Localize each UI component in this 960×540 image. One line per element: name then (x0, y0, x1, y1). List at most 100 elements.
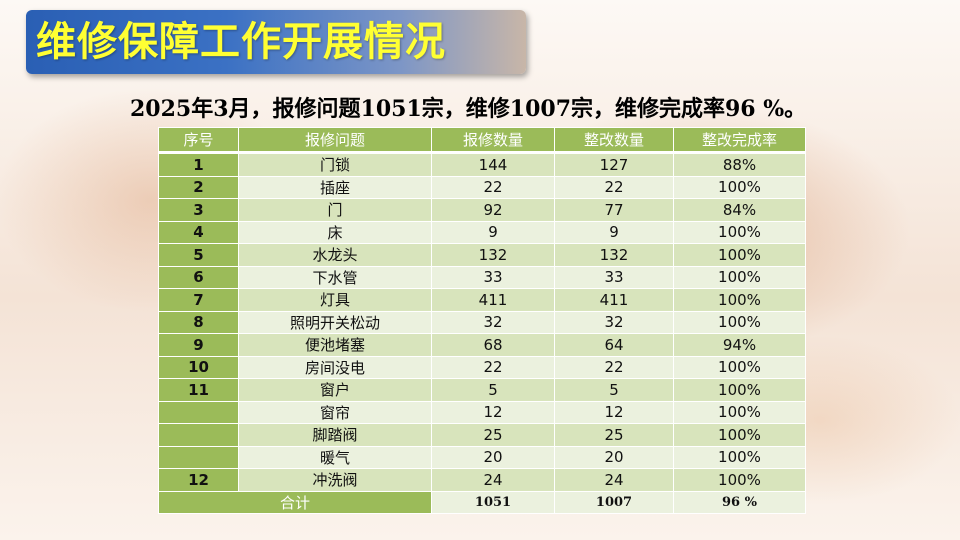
row-fixed: 132 (554, 243, 674, 267)
row-fixed: 33 (554, 265, 674, 289)
row-rate: 100% (673, 310, 806, 334)
row-rate: 100% (673, 243, 806, 267)
row-rate: 94% (673, 333, 806, 357)
row-no: 6 (158, 265, 239, 289)
total-rate: 96 % (673, 490, 806, 514)
row-item: 灯具 (238, 288, 432, 312)
row-fixed: 25 (554, 423, 674, 447)
row-no (158, 445, 239, 469)
row-no: 5 (158, 243, 239, 267)
table-row: 3 门 92 77 84% (158, 198, 806, 222)
header-fixed: 整改数量 (554, 127, 674, 154)
total-fixed: 1007 (554, 490, 674, 514)
table-row: 7 灯具 411 411 100% (158, 288, 806, 312)
table-row: 9 便池堵塞 68 64 94% (158, 333, 806, 357)
header-item: 报修问题 (238, 127, 432, 154)
slide-title: 维修保障工作开展情况 (36, 19, 446, 65)
row-item: 床 (238, 220, 432, 244)
row-reported: 68 (431, 333, 555, 357)
row-item: 房间没电 (238, 355, 432, 379)
row-fixed: 32 (554, 310, 674, 334)
row-fixed: 77 (554, 198, 674, 222)
row-no: 4 (158, 220, 239, 244)
row-item: 冲洗阀 (238, 468, 432, 492)
table-header-row: 序号 报修问题 报修数量 整改数量 整改完成率 (158, 127, 806, 154)
row-item: 脚踏阀 (238, 423, 432, 447)
row-no: 9 (158, 333, 239, 357)
header-reported: 报修数量 (431, 127, 555, 154)
row-no: 3 (158, 198, 239, 222)
total-row: 合计 1051 1007 96 % (158, 490, 806, 514)
row-item: 窗帘 (238, 400, 432, 424)
row-reported: 411 (431, 288, 555, 312)
row-rate: 100% (673, 175, 806, 199)
row-rate: 100% (673, 423, 806, 447)
table-row: 10 房间没电 22 22 100% (158, 355, 806, 379)
row-rate: 88% (673, 152, 806, 177)
table-row: 窗帘 12 12 100% (158, 400, 806, 424)
table-row: 暖气 20 20 100% (158, 445, 806, 469)
table-row: 5 水龙头 132 132 100% (158, 243, 806, 267)
row-fixed: 22 (554, 355, 674, 379)
row-rate: 100% (673, 378, 806, 402)
row-no (158, 400, 239, 424)
row-no: 2 (158, 175, 239, 199)
row-fixed: 9 (554, 220, 674, 244)
table-row: 脚踏阀 25 25 100% (158, 423, 806, 447)
header-rate: 整改完成率 (673, 127, 806, 154)
row-rate: 100% (673, 400, 806, 424)
row-no: 11 (158, 378, 239, 402)
repair-table: 序号 报修问题 报修数量 整改数量 整改完成率 1 门锁 144 127 88% 2 插座 2… (158, 127, 806, 514)
row-rate: 100% (673, 468, 806, 492)
row-item: 暖气 (238, 445, 432, 469)
row-no: 10 (158, 355, 239, 379)
row-fixed: 12 (554, 400, 674, 424)
row-fixed: 24 (554, 468, 674, 492)
row-rate: 100% (673, 220, 806, 244)
row-rate: 100% (673, 355, 806, 379)
row-no: 12 (158, 468, 239, 492)
row-reported: 33 (431, 265, 555, 289)
row-item: 门锁 (238, 152, 432, 177)
table-row: 1 门锁 144 127 88% (158, 152, 806, 177)
row-reported: 22 (431, 175, 555, 199)
table-row: 4 床 9 9 100% (158, 220, 806, 244)
row-rate: 100% (673, 445, 806, 469)
row-reported: 32 (431, 310, 555, 334)
row-item: 便池堵塞 (238, 333, 432, 357)
row-rate: 84% (673, 198, 806, 222)
row-fixed: 20 (554, 445, 674, 469)
row-reported: 144 (431, 152, 555, 177)
table-row: 2 插座 22 22 100% (158, 175, 806, 199)
summary-text: 2025年3月，报修问题1051宗，维修1007宗，维修完成率96 %。 (130, 96, 807, 122)
row-item: 门 (238, 198, 432, 222)
row-fixed: 5 (554, 378, 674, 402)
row-item: 照明开关松动 (238, 310, 432, 334)
row-item: 窗户 (238, 378, 432, 402)
row-reported: 92 (431, 198, 555, 222)
row-item: 水龙头 (238, 243, 432, 267)
table-body: 1 门锁 144 127 88% 2 插座 22 22 100% 3 门 92 77 84% 4 床 9 9 100%… (158, 152, 806, 514)
row-rate: 100% (673, 265, 806, 289)
row-reported: 20 (431, 445, 555, 469)
row-no: 1 (158, 152, 239, 177)
total-reported: 1051 (431, 490, 555, 514)
row-fixed: 64 (554, 333, 674, 357)
row-reported: 24 (431, 468, 555, 492)
header-no: 序号 (158, 127, 239, 154)
row-no (158, 423, 239, 447)
table-row: 12 冲洗阀 24 24 100% (158, 468, 806, 492)
row-item: 插座 (238, 175, 432, 199)
total-label: 合计 (158, 490, 432, 514)
row-reported: 9 (431, 220, 555, 244)
table-row: 11 窗户 5 5 100% (158, 378, 806, 402)
row-reported: 22 (431, 355, 555, 379)
row-reported: 132 (431, 243, 555, 267)
row-reported: 5 (431, 378, 555, 402)
title-banner (26, 10, 526, 74)
row-no: 7 (158, 288, 239, 312)
row-fixed: 22 (554, 175, 674, 199)
row-no: 8 (158, 310, 239, 334)
table-row: 8 照明开关松动 32 32 100% (158, 310, 806, 334)
table-row: 6 下水管 33 33 100% (158, 265, 806, 289)
